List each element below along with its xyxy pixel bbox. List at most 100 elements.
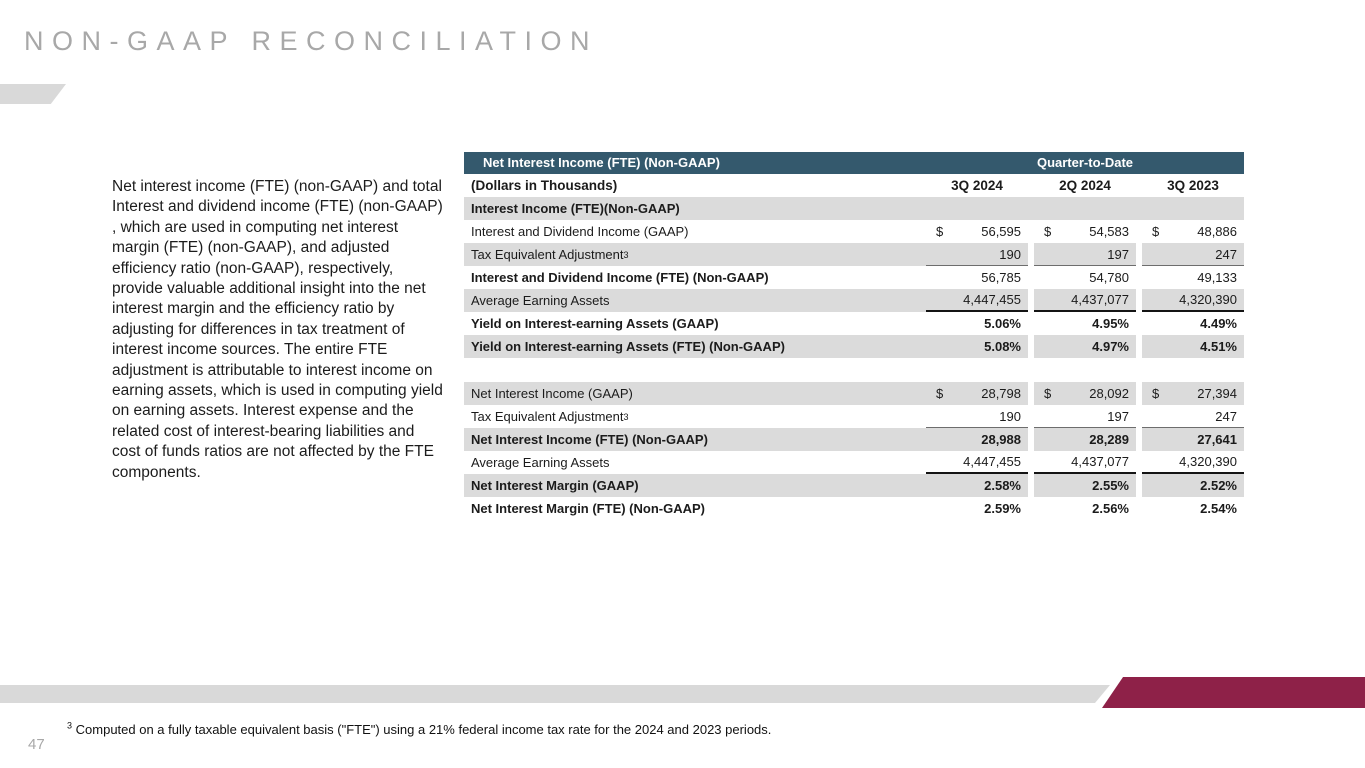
- value-cell: $56,595: [926, 220, 1028, 243]
- row-label: Net Interest Income (FTE) (Non-GAAP): [464, 428, 926, 451]
- value-cell: $54,583: [1034, 220, 1136, 243]
- value-cell: 197: [1034, 243, 1136, 266]
- table-row: Yield on Interest-earning Assets (GAAP) 5…: [464, 312, 1244, 335]
- body-paragraph: Net interest income (FTE) (non-GAAP) and…: [112, 178, 443, 481]
- value-text: 49,133: [1197, 270, 1237, 285]
- value-cell: 5.08%: [926, 335, 1028, 358]
- value-cell: 28,988: [926, 428, 1028, 451]
- value-text: 28,092: [1089, 386, 1129, 401]
- value-cell: 2.55%: [1034, 474, 1136, 497]
- value-cell: 5.06%: [926, 312, 1028, 335]
- value-text: 4,437,077: [1071, 292, 1129, 307]
- row-label: Tax Equivalent Adjustment 3: [464, 243, 926, 266]
- table-subsection-header: Interest Income (FTE)(Non-GAAP): [464, 197, 1244, 220]
- value-cell: 54,780: [1034, 266, 1136, 289]
- top-left-accent-shape: [0, 84, 66, 104]
- value-text: 5.08%: [984, 339, 1021, 354]
- value-cell: 4.49%: [1142, 312, 1244, 335]
- value-text: 28,289: [1089, 432, 1129, 447]
- dollar-sign: $: [1152, 224, 1160, 239]
- table-row: Net Interest Income (GAAP) $28,798 $28,092…: [464, 382, 1244, 405]
- table-row: Yield on Interest-earning Assets (FTE) (…: [464, 335, 1244, 358]
- value-text: 4.51%: [1200, 339, 1237, 354]
- value-text: 54,583: [1089, 224, 1129, 239]
- value-cell: 2.52%: [1142, 474, 1244, 497]
- row-label: Average Earning Assets: [471, 455, 610, 470]
- value-cell: 28,289: [1034, 428, 1136, 451]
- value-text: 28,988: [981, 432, 1021, 447]
- value-text: 4,437,077: [1071, 454, 1129, 469]
- value-cell: 197: [1034, 405, 1136, 428]
- value-text: 28,798: [981, 386, 1021, 401]
- column-header-3q2023: 3Q 2023: [1167, 178, 1219, 193]
- value-cell: 4,447,455: [926, 451, 1028, 474]
- row-label: Net Interest Margin (FTE) (Non-GAAP): [471, 501, 705, 516]
- value-cell: 49,133: [1142, 266, 1244, 289]
- value-text: 2.59%: [984, 501, 1021, 516]
- value-cell: 27,641: [1142, 428, 1244, 451]
- dollar-sign: $: [1044, 386, 1052, 401]
- table-row: Interest and Dividend Income (GAAP) $56,5…: [464, 220, 1244, 243]
- value-cell: 2.58%: [926, 474, 1028, 497]
- value-text: 197: [1107, 246, 1129, 262]
- value-text: 2.58%: [984, 478, 1021, 493]
- value-text: 4,320,390: [1179, 292, 1237, 307]
- value-cell: $28,092: [1034, 382, 1136, 405]
- value-cell: 56,785: [926, 266, 1028, 289]
- value-cell: $28,798: [926, 382, 1028, 405]
- value-text: 2.55%: [1092, 478, 1129, 493]
- value-text: 56,785: [981, 270, 1021, 285]
- value-text: 2.56%: [1092, 501, 1129, 516]
- page-number: 47: [28, 736, 45, 753]
- value-text: 4,320,390: [1179, 454, 1237, 469]
- table-row: Average Earning Assets 4,447,455 4,437,077…: [464, 289, 1244, 312]
- footnote: 3 Computed on a fully taxable equivalent…: [67, 720, 772, 737]
- column-header-3q2024: 3Q 2024: [951, 178, 1003, 193]
- row-label: Interest and Dividend Income (GAAP): [471, 224, 689, 239]
- bottom-maroon-bar: [1102, 677, 1365, 708]
- value-cell: 4,447,455: [926, 289, 1028, 312]
- row-label: Interest Income (FTE)(Non-GAAP): [464, 197, 1244, 220]
- reconciliation-table: Net Interest Income (FTE) (Non-GAAP) Qua…: [464, 152, 1244, 520]
- value-text: 5.06%: [984, 316, 1021, 331]
- table-title: Net Interest Income (FTE) (Non-GAAP): [483, 155, 720, 170]
- value-text: 56,595: [981, 224, 1021, 239]
- footnote-text: Computed on a fully taxable equivalent b…: [75, 722, 772, 737]
- units-label: (Dollars in Thousands): [471, 178, 618, 193]
- value-cell: 2.56%: [1034, 497, 1136, 520]
- value-cell: 4,320,390: [1142, 289, 1244, 312]
- value-text: 4,447,455: [963, 454, 1021, 469]
- table-section-net-interest-margin: Net Interest Income (GAAP) $28,798 $28,092…: [464, 382, 1244, 520]
- value-cell: 4,437,077: [1034, 289, 1136, 312]
- table-header-bar: Net Interest Income (FTE) (Non-GAAP) Qua…: [464, 152, 1244, 174]
- value-text: 48,886: [1197, 224, 1237, 239]
- value-cell: $27,394: [1142, 382, 1244, 405]
- value-cell: 4,437,077: [1034, 451, 1136, 474]
- row-label: Tax Equivalent Adjustment 3: [471, 409, 629, 424]
- value-cell: 247: [1142, 243, 1244, 266]
- value-text: 4.95%: [1092, 316, 1129, 331]
- value-cell: 4,320,390: [1142, 451, 1244, 474]
- value-cell: 190: [926, 405, 1028, 428]
- footnote-marker: 3: [67, 720, 73, 731]
- value-text: 4,447,455: [963, 292, 1021, 307]
- value-text: 190: [999, 408, 1021, 424]
- row-label: Interest and Dividend Income (FTE) (Non-…: [471, 270, 769, 285]
- page-title: NON-GAAP RECONCILIATION: [24, 26, 599, 56]
- row-label: Net Interest Margin (GAAP): [464, 474, 926, 497]
- value-text: 27,641: [1197, 432, 1237, 447]
- table-row: Average Earning Assets 4,447,455 4,437,077…: [464, 451, 1244, 474]
- dollar-sign: $: [1152, 386, 1160, 401]
- table-spacer-row: [464, 358, 1244, 382]
- value-text: 27,394: [1197, 386, 1237, 401]
- table-subheader-row: (Dollars in Thousands) 3Q 2024 2Q 2024 3…: [464, 174, 1244, 197]
- table-row: Net Interest Income (FTE) (Non-GAAP) 28,9…: [464, 428, 1244, 451]
- value-text: 247: [1215, 246, 1237, 262]
- dollar-sign: $: [936, 386, 944, 401]
- value-text: 2.54%: [1200, 501, 1237, 516]
- value-cell: 4.95%: [1034, 312, 1136, 335]
- row-label: Yield on Interest-earning Assets (GAAP): [471, 316, 719, 331]
- value-cell: 4.97%: [1034, 335, 1136, 358]
- value-cell: 4.51%: [1142, 335, 1244, 358]
